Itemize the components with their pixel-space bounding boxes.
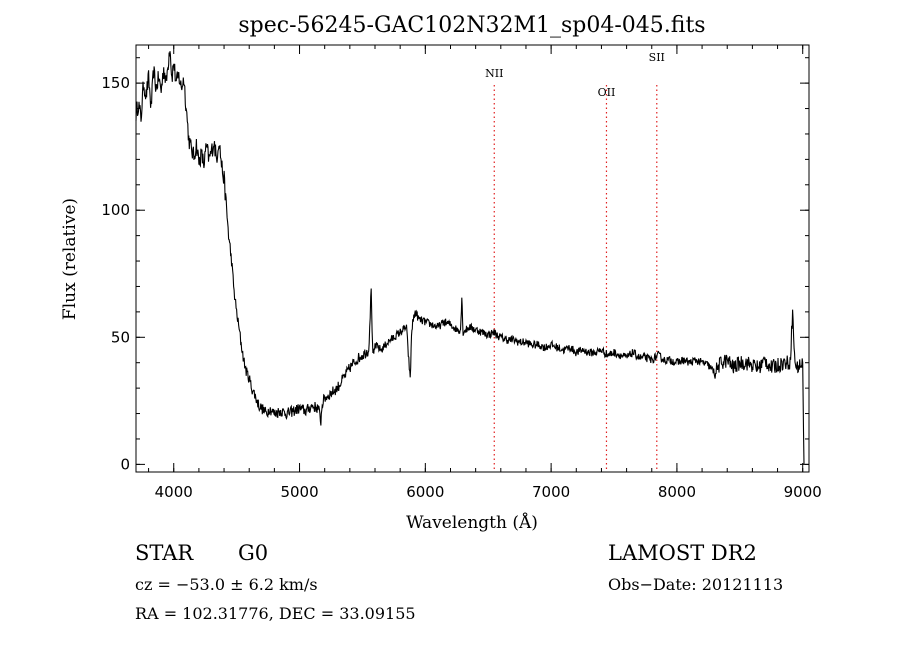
y-tick-label: 100 — [101, 201, 130, 219]
survey-name: LAMOST DR2 — [608, 541, 757, 565]
x-tick-label: 7000 — [532, 483, 570, 501]
y-axis-label: Flux (relative) — [60, 198, 80, 320]
coordinates: RA = 102.31776, DEC = 33.09155 — [135, 604, 416, 623]
emission-line-label: SII — [649, 51, 665, 64]
x-tick-label: 4000 — [155, 483, 193, 501]
object-subclass: G0 — [238, 541, 269, 565]
object-class: STAR — [135, 541, 194, 565]
x-tick-label: 6000 — [406, 483, 444, 501]
redshift-velocity: cz = −53.0 ± 6.2 km/s — [135, 575, 318, 594]
x-tick-label: 5000 — [280, 483, 318, 501]
spectrum-line — [135, 51, 805, 465]
emission-line-markers: NII OII SII — [485, 51, 665, 472]
y-tick-label: 150 — [101, 74, 130, 92]
x-axis-label: Wavelength (Å) — [406, 512, 538, 533]
x-tick-label: 9000 — [784, 483, 822, 501]
plot-frame — [135, 44, 810, 473]
observation-date: Obs−Date: 20121113 — [608, 575, 784, 594]
emission-line-label: NII — [485, 67, 503, 80]
chart-title: spec-56245-GAC102N32M1_sp04-045.fits — [238, 13, 705, 38]
y-tick-label: 50 — [111, 328, 130, 346]
y-tick-label: 0 — [120, 455, 130, 473]
emission-line-label: OII — [598, 86, 616, 99]
axes: 4000 5000 6000 7000 8000 9000 0 50 100 150 — [101, 44, 822, 501]
x-tick-label: 8000 — [658, 483, 696, 501]
